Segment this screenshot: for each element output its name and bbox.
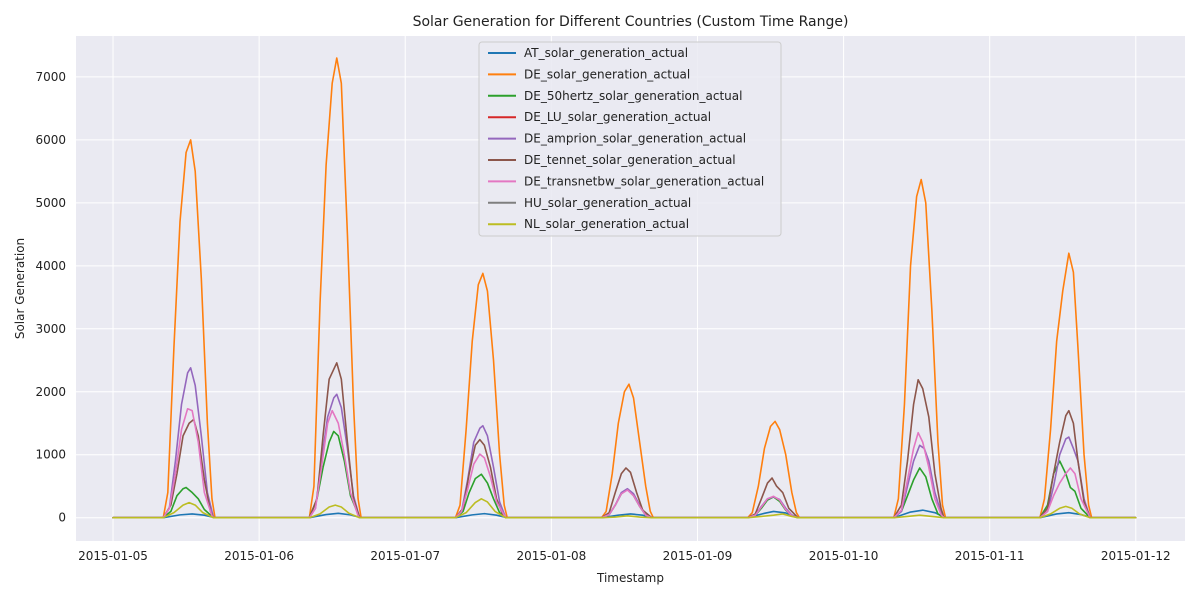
x-axis-title: Timestamp <box>596 571 664 585</box>
legend-label: DE_tennet_solar_generation_actual <box>524 153 736 167</box>
legend-label: NL_solar_generation_actual <box>524 217 689 231</box>
legend-label: DE_LU_solar_generation_actual <box>524 110 711 124</box>
x-tick-label: 2015-01-10 <box>809 549 879 563</box>
x-tick-label: 2015-01-05 <box>78 549 148 563</box>
legend-label: DE_transnetbw_solar_generation_actual <box>524 174 764 188</box>
chart-title: Solar Generation for Different Countries… <box>413 14 849 30</box>
x-tick-label: 2015-01-12 <box>1101 549 1171 563</box>
y-tick-label: 7000 <box>35 70 66 84</box>
series-line-DE_tennet_solar_generation_actual <box>112 362 1137 519</box>
series-lines <box>112 57 1137 519</box>
y-axis-tick-labels: 0 1000 2000 3000 4000 5000 6000 7000 <box>35 70 66 525</box>
x-tick-label: 2015-01-11 <box>955 549 1025 563</box>
legend: AT_solar_generation_actual DE_solar_gener… <box>478 41 782 237</box>
x-tick-label: 2015-01-08 <box>516 549 586 563</box>
y-tick-label: 5000 <box>35 196 66 210</box>
y-tick-label: 0 <box>58 511 66 525</box>
legend-label: HU_solar_generation_actual <box>524 196 691 210</box>
y-axis-title: Solar Generation <box>13 238 27 339</box>
y-tick-label: 3000 <box>35 322 66 336</box>
y-tick-label: 2000 <box>35 385 66 399</box>
series-line-DE_solar_generation_actual <box>112 57 1137 519</box>
y-tick-label: 6000 <box>35 133 66 147</box>
legend-box <box>478 41 782 237</box>
x-axis-tick-labels: 2015-01-05 2015-01-06 2015-01-07 2015-01-08… <box>78 549 1171 563</box>
legend-label: DE_solar_generation_actual <box>524 67 690 81</box>
legend-label: DE_amprion_solar_generation_actual <box>524 132 746 146</box>
x-tick-label: 2015-01-07 <box>370 549 440 563</box>
legend-label: DE_50hertz_solar_generation_actual <box>524 89 742 103</box>
series-line-DE_transnetbw_solar_generation_actual <box>112 407 1137 519</box>
y-tick-label: 1000 <box>35 448 66 462</box>
y-tick-label: 4000 <box>35 259 66 273</box>
x-tick-label: 2015-01-09 <box>663 549 733 563</box>
series-line-NL_solar_generation_actual <box>112 498 1137 519</box>
legend-label: AT_solar_generation_actual <box>524 46 688 60</box>
x-tick-label: 2015-01-06 <box>224 549 294 563</box>
